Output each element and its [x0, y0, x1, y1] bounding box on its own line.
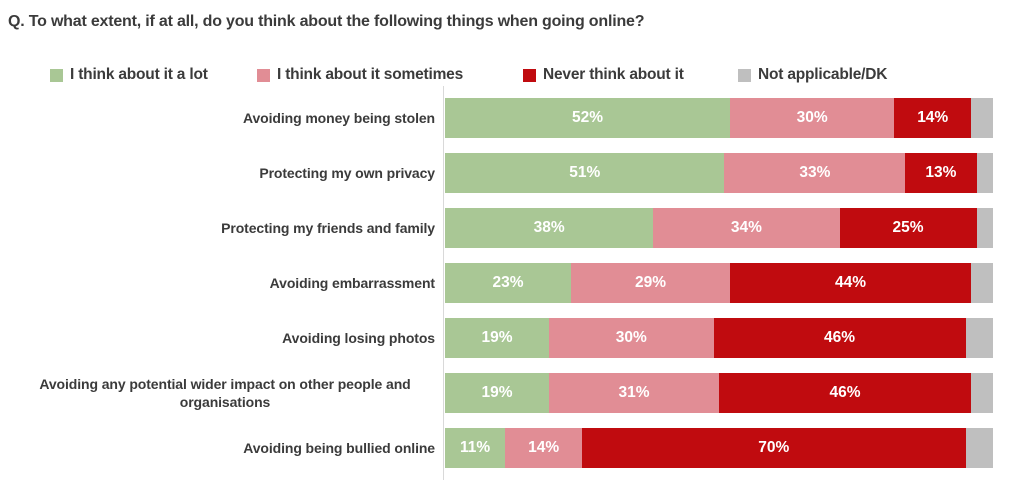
bar-value-label: 38%: [533, 219, 565, 236]
bar-value-label: 46%: [829, 384, 861, 401]
bar-value-label: 33%: [799, 164, 831, 181]
bar-value-label: 11%: [460, 439, 491, 456]
category-label: Protecting my own privacy: [259, 164, 435, 181]
legend-item: Never think about it: [523, 66, 684, 84]
bar-value-label: 70%: [758, 439, 790, 456]
bar-segment: 46%: [718, 373, 972, 413]
bar-segment: [976, 208, 993, 248]
bar-segment: 11%: [445, 428, 506, 468]
bar-row: 38% 34% 25%: [445, 208, 993, 248]
legend-swatch-icon: [50, 68, 63, 82]
bar-segment: 25%: [839, 208, 977, 248]
legend-label: Never think about it: [543, 66, 684, 83]
bar-segment: 33%: [724, 153, 906, 193]
bar-value-label: 46%: [824, 329, 856, 346]
legend-swatch-icon: [257, 68, 270, 82]
bar-segment: [971, 98, 993, 138]
bar-segment: 31%: [549, 373, 719, 413]
bar-value-label: 19%: [481, 384, 513, 401]
bar-segment: [971, 263, 993, 303]
bar-value-label: 25%: [892, 219, 924, 236]
bar-segment: 29%: [571, 263, 730, 303]
bar-segment: 38%: [445, 208, 654, 248]
bar-value-label: 29%: [634, 274, 666, 291]
category-label: Avoiding being bullied online: [243, 439, 435, 456]
bar-segment: [976, 153, 993, 193]
legend-label: I think about it a lot: [70, 66, 208, 83]
chart-title: Q. To what extent, if at all, do you thi…: [8, 13, 645, 30]
bar-value-label: 30%: [615, 329, 647, 346]
bar-value-label: 52%: [571, 109, 603, 126]
bar-segment: [965, 428, 993, 468]
bar-segment: 34%: [653, 208, 840, 248]
y-axis-line: [443, 86, 444, 480]
category-label: Avoiding embarrassment: [269, 274, 435, 291]
bar-row: 19% 30% 46%: [445, 318, 993, 358]
bar-row: 19% 31% 46%: [445, 373, 993, 413]
category-label: Avoiding any potential wider impact on o…: [39, 375, 411, 410]
legend-item: I think about it sometimes: [257, 66, 463, 84]
bar-value-label: 19%: [481, 329, 513, 346]
bar-segment: 46%: [713, 318, 966, 358]
bar-value-label: 44%: [834, 274, 866, 291]
bar-segment: [965, 318, 993, 358]
bar-value-label: 14%: [917, 109, 949, 126]
legend-swatch-icon: [523, 68, 536, 82]
bar-row: 51% 33% 13%: [445, 153, 993, 193]
bar-value-label: 23%: [492, 274, 524, 291]
bar-value-label: 13%: [925, 164, 957, 181]
bar-segment: 23%: [445, 263, 572, 303]
bar-segment: 30%: [729, 98, 895, 138]
bar-row: 23% 29% 44%: [445, 263, 993, 303]
bar-segment: 14%: [894, 98, 972, 138]
category-label: Avoiding losing photos: [282, 329, 435, 346]
bar-value-label: 34%: [730, 219, 762, 236]
legend-label: Not applicable/DK: [758, 66, 888, 83]
bar-row: 11% 14% 70%: [445, 428, 993, 468]
legend-item: Not applicable/DK: [738, 66, 887, 84]
bar-segment: 44%: [729, 263, 972, 303]
bar-row: 52% 30% 14%: [445, 98, 993, 138]
bar-segment: 19%: [445, 373, 550, 413]
category-label: Protecting my friends and family: [221, 219, 435, 236]
bar-segment: [971, 373, 993, 413]
bar-segment: 52%: [445, 98, 730, 138]
bar-segment: 14%: [505, 428, 582, 468]
bar-segment: 13%: [905, 153, 977, 193]
category-label: Avoiding money being stolen: [242, 109, 435, 126]
bar-segment: 19%: [445, 318, 550, 358]
bar-segment: 30%: [549, 318, 714, 358]
bar-value-label: 14%: [528, 439, 560, 456]
bar-segment: 70%: [581, 428, 966, 468]
legend-label: I think about it sometimes: [277, 66, 463, 83]
bar-segment: 51%: [445, 153, 725, 193]
bar-value-label: 51%: [569, 164, 601, 181]
bar-value-label: 30%: [796, 109, 828, 126]
legend-swatch-icon: [738, 68, 751, 82]
legend-item: I think about it a lot: [50, 66, 208, 84]
bar-value-label: 31%: [618, 384, 650, 401]
